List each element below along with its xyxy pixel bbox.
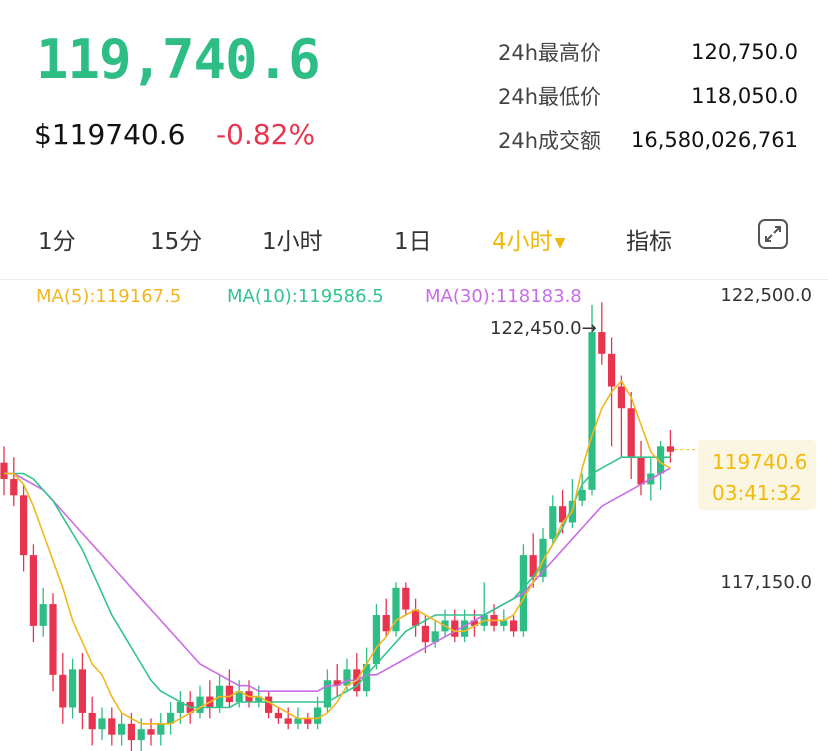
- candle-body: [314, 707, 322, 724]
- tab-1h[interactable]: 1小时: [262, 229, 323, 255]
- candle-body: [10, 478, 18, 496]
- candle-body: [412, 609, 420, 626]
- candle-body: [382, 614, 390, 632]
- stat-row-volume: 24h成交额 16,580,026,761: [498, 118, 798, 162]
- caret-down-icon: ▼: [554, 234, 566, 251]
- stat-row-low: 24h最低价 118,050.0: [498, 74, 798, 118]
- candle-body: [588, 332, 596, 490]
- candle-body: [255, 696, 263, 703]
- candle-body: [617, 386, 625, 409]
- candle-body: [461, 620, 469, 637]
- candle-body: [431, 631, 439, 643]
- candle-body: [59, 674, 67, 708]
- candle-body: [167, 712, 175, 724]
- usd-price: $119740.6: [34, 118, 186, 151]
- change-percent: -0.82%: [216, 118, 316, 151]
- candle-body: [274, 712, 282, 719]
- interval-tabs: 1分 15分 1小时 1日 4小时 ▼ 指标: [0, 210, 828, 266]
- candle-body: [539, 538, 547, 577]
- candle-body: [196, 696, 204, 713]
- high-marker-label: 122,450.0→: [490, 318, 597, 339]
- expand-icon[interactable]: [758, 219, 788, 249]
- ma5-label: MA(5):119167.5: [36, 286, 182, 307]
- ma10-label: MA(10):119586.5: [227, 286, 384, 307]
- tab-indicators[interactable]: 指标: [626, 229, 672, 255]
- candlestick-chart[interactable]: [0, 280, 828, 751]
- candle-body: [627, 408, 635, 458]
- candle-body: [137, 729, 145, 741]
- candle-body: [549, 506, 557, 539]
- candle-body: [666, 446, 674, 452]
- candle-body: [559, 506, 567, 523]
- candle-body: [78, 669, 86, 713]
- candle-body: [402, 587, 410, 610]
- candle-body: [333, 680, 341, 686]
- candle-body: [294, 718, 302, 724]
- stat-label: 24h最高价: [498, 41, 602, 65]
- candle-body: [510, 620, 518, 632]
- candle-body: [637, 457, 645, 485]
- candle-body: [39, 604, 47, 626]
- countdown-label: 03:41:32: [712, 481, 802, 505]
- stat-value: 118,050.0: [691, 84, 798, 108]
- candle-body: [578, 489, 586, 501]
- y-tick-label: 122,500.0: [720, 285, 812, 306]
- candle-body: [392, 587, 400, 632]
- ma30-label: MA(30):118183.8: [425, 286, 582, 307]
- stat-row-high: 24h最高价 120,750.0: [498, 30, 798, 74]
- stat-label: 24h最低价: [498, 85, 602, 109]
- candle-body: [176, 702, 184, 713]
- tab-4h-label: 4小时: [492, 229, 553, 255]
- candle-body: [598, 332, 606, 354]
- candle-body: [608, 353, 616, 387]
- candle-body: [372, 614, 380, 664]
- stat-value: 16,580,026,761: [631, 128, 798, 152]
- candle-body: [657, 446, 665, 474]
- candle-body: [421, 625, 429, 643]
- candle-body: [49, 604, 57, 675]
- stat-label: 24h成交额: [498, 129, 602, 153]
- candle-body: [127, 723, 135, 741]
- candle-body: [147, 729, 155, 735]
- candle-body: [304, 718, 312, 724]
- candle-body: [225, 685, 233, 703]
- candle-body: [88, 712, 96, 730]
- tab-1d[interactable]: 1日: [394, 229, 432, 255]
- current-price-box: [698, 440, 816, 510]
- tab-15m[interactable]: 15分: [150, 229, 203, 255]
- candle-body: [470, 620, 478, 626]
- candle-body: [451, 620, 459, 637]
- candle-body: [529, 555, 537, 577]
- y-tick-label: 117,150.0: [720, 572, 812, 593]
- ma10-line: [4, 456, 671, 709]
- candle-body: [29, 555, 37, 626]
- candle-body: [69, 669, 77, 708]
- ma5-line: [4, 379, 671, 725]
- candle-body: [98, 718, 106, 730]
- candle-body: [343, 669, 351, 686]
- stats-panel: 24h最高价 120,750.0 24h最低价 118,050.0 24h成交额…: [498, 30, 798, 162]
- candle-body: [0, 462, 8, 479]
- candle-body: [20, 495, 28, 556]
- tab-4h[interactable]: 4小时 ▼: [492, 222, 565, 256]
- last-price: 119,740.6: [36, 28, 321, 91]
- candle-body: [235, 691, 243, 703]
- candle-body: [157, 723, 165, 735]
- tab-1m[interactable]: 1分: [38, 229, 76, 255]
- candle-body: [323, 680, 331, 708]
- ma30-line: [4, 467, 671, 692]
- current-price-label: 119740.6: [712, 450, 808, 474]
- candle-body: [118, 723, 126, 735]
- candle-body: [363, 663, 371, 692]
- candle-body: [108, 718, 116, 735]
- divider: [0, 279, 828, 280]
- candle-body: [265, 696, 273, 713]
- candle-body: [500, 620, 508, 626]
- candle-body: [284, 718, 292, 724]
- stat-value: 120,750.0: [691, 40, 798, 64]
